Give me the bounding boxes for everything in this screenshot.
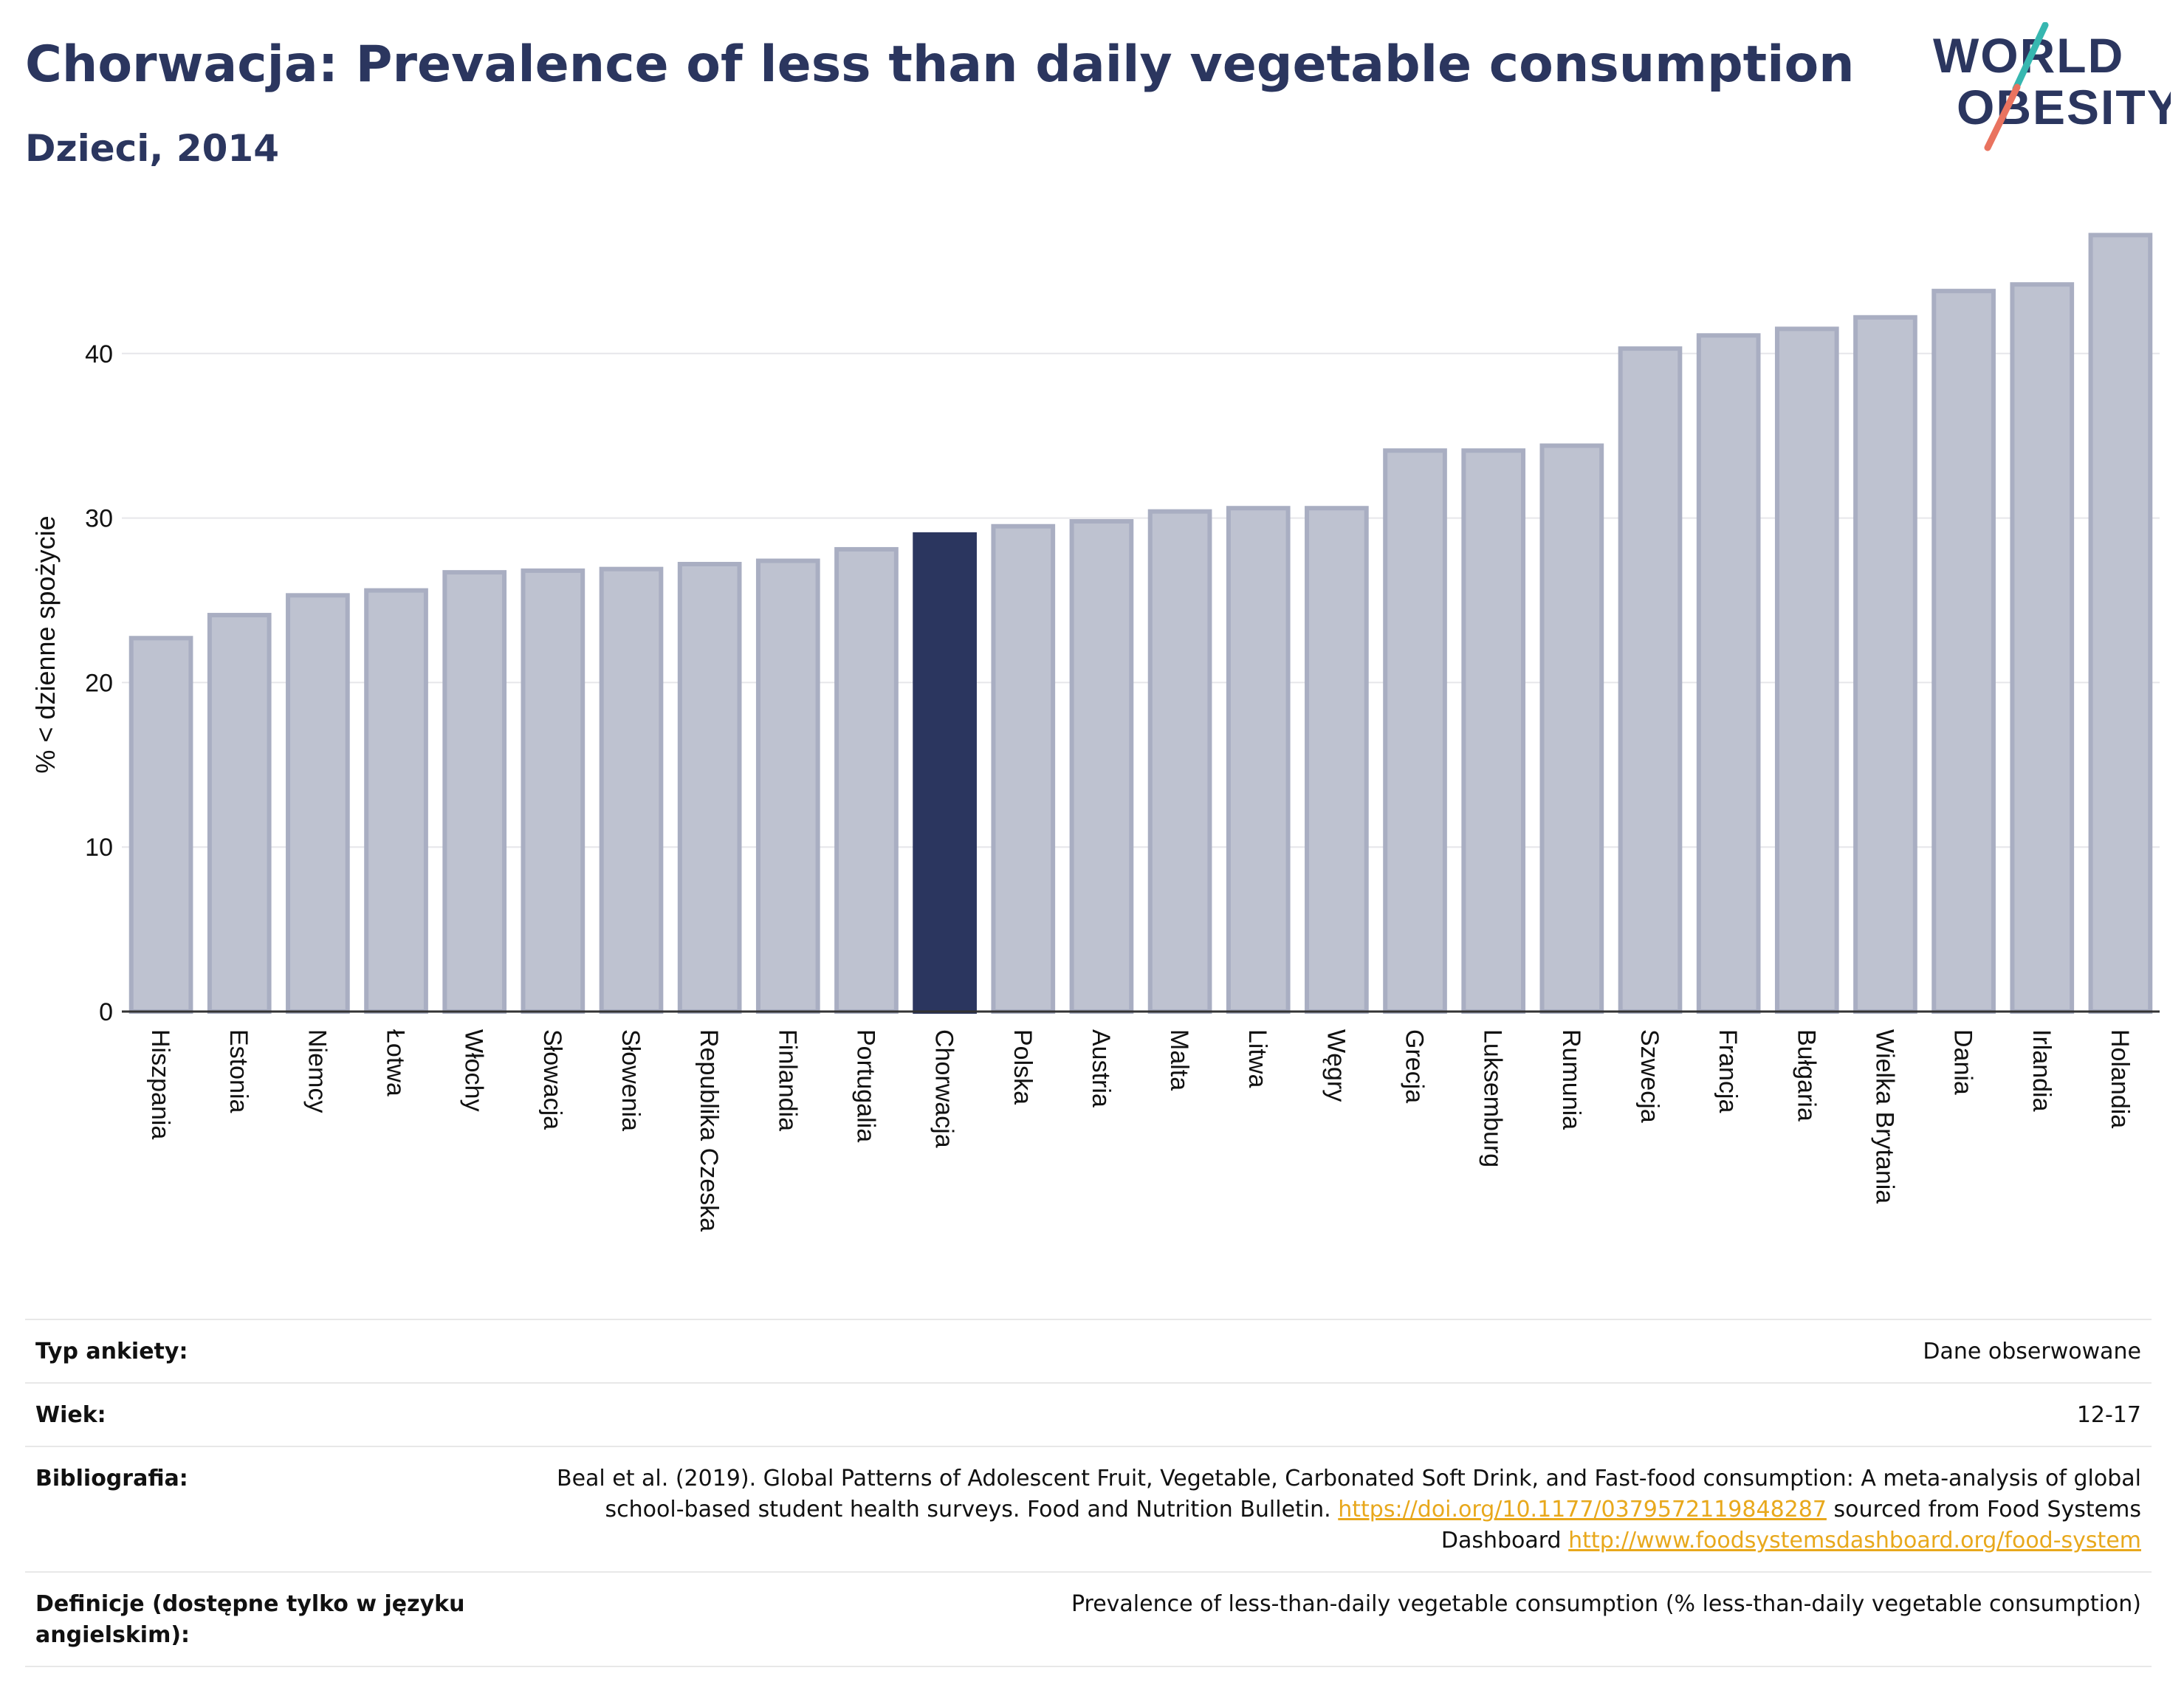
- x-tick-label: Litwa: [1243, 1029, 1271, 1088]
- logo-word-obesity: OBESITY: [1957, 80, 2171, 134]
- bar-portugalia: [834, 546, 899, 1014]
- chart-title: Chorwacja: Prevalence of less than daily…: [25, 35, 1855, 94]
- y-tick-label: 20: [85, 669, 113, 697]
- x-tick-label: Austria: [1087, 1029, 1115, 1108]
- bibliography-text: Beal et al. (2019). Global Patterns of A…: [556, 1466, 2141, 1522]
- x-tick-label: Francja: [1714, 1029, 1742, 1113]
- x-tick-label: Malta: [1165, 1029, 1193, 1091]
- y-tick-label: 40: [85, 340, 113, 368]
- info-row-age: Wiek: 12-17: [25, 1382, 2152, 1446]
- y-tick-label: 30: [85, 505, 113, 533]
- bar-hiszpania: [128, 636, 193, 1014]
- info-value: 12-17: [504, 1382, 2152, 1446]
- bar-republika-czeska: [677, 561, 742, 1014]
- logo-slash-teal: [2012, 22, 2049, 92]
- bar-grecja: [1383, 448, 1447, 1014]
- x-tick-label: Polska: [1009, 1029, 1037, 1105]
- y-axis-ticks: 0 10 20 30 40: [85, 340, 113, 1026]
- bar-polska: [991, 523, 1056, 1014]
- x-tick-label: Słowacja: [538, 1029, 566, 1130]
- food-systems-link[interactable]: http://www.foodsystemsdashboard.org/food…: [1568, 1528, 2141, 1553]
- bar-łotwa: [364, 588, 428, 1014]
- info-label: Bibliografia:: [25, 1446, 504, 1572]
- bar-litwa: [1226, 506, 1291, 1014]
- bar-finlandia: [755, 558, 820, 1014]
- x-tick-label: Bułgaria: [1792, 1029, 1820, 1122]
- bar-luksemburg: [1461, 448, 1526, 1014]
- logo-slash-coral: [1984, 83, 2021, 151]
- x-tick-label: Estonia: [224, 1029, 253, 1113]
- x-tick-label: Holandia: [2106, 1029, 2134, 1128]
- info-row-bibliography: Bibliografia: Beal et al. (2019). Global…: [25, 1446, 2152, 1572]
- info-label: Typ ankiety:: [25, 1319, 504, 1383]
- x-tick-label: Grecja: [1401, 1029, 1429, 1103]
- x-tick-label: Wielka Brytania: [1870, 1029, 1898, 1204]
- x-tick-label: Niemcy: [303, 1029, 331, 1113]
- bar-niemcy: [286, 593, 350, 1014]
- x-axis-labels: Hiszpania Estonia Niemcy Łotwa Włochy Słowacj…: [146, 1029, 2134, 1232]
- bar-francja: [1696, 333, 1761, 1014]
- info-label: Definicje (dostępne tylko w języku angie…: [25, 1571, 504, 1667]
- bars: [128, 233, 2153, 1014]
- bar-rumunia: [1539, 443, 1604, 1014]
- x-tick-label: Luksemburg: [1479, 1029, 1507, 1167]
- bar-słowenia: [599, 566, 664, 1014]
- x-tick-label: Portugalia: [851, 1029, 879, 1142]
- bar-chorwacja: [913, 532, 977, 1014]
- bar-irlandia: [2010, 282, 2075, 1014]
- x-tick-label: Szwecja: [1635, 1029, 1663, 1123]
- bar-malta: [1147, 509, 1212, 1014]
- bar-włochy: [442, 570, 507, 1014]
- bibliography-source-text: sourced from Food Systems Dashboard: [1440, 1497, 2141, 1553]
- x-tick-label: Słowenia: [617, 1029, 645, 1131]
- info-table: Typ ankiety: Dane obserwowane Wiek: 12-1…: [25, 1319, 2152, 1667]
- x-tick-label: Irlandia: [2027, 1029, 2056, 1112]
- x-tick-label: Hiszpania: [146, 1029, 174, 1139]
- bar-holandia: [2088, 233, 2153, 1014]
- info-value: Prevalence of less-than-daily vegetable …: [504, 1571, 2152, 1667]
- bar-bułgaria: [1774, 326, 1839, 1014]
- info-row-survey-type: Typ ankiety: Dane obserwowane: [25, 1319, 2152, 1383]
- bar-słowacja: [521, 568, 586, 1014]
- info-label: Wiek:: [25, 1382, 504, 1446]
- y-tick-label: 10: [85, 834, 113, 862]
- y-tick-label: 0: [99, 998, 113, 1026]
- bar-szwecja: [1618, 346, 1683, 1014]
- bar-dania: [1931, 289, 1996, 1014]
- info-row-definitions: Definicje (dostępne tylko w języku angie…: [25, 1571, 2152, 1667]
- world-obesity-logo: WORLD OBESITY: [1933, 22, 2171, 151]
- bar-wielka-brytania: [1853, 315, 1917, 1014]
- bar-chart: 0 10 20 30 40 Hiszpania Estonia Niemcy Łotwa Wło…: [30, 233, 2160, 1232]
- y-axis-label: % < dzienne spożycie: [30, 515, 61, 773]
- bar-austria: [1069, 519, 1134, 1014]
- x-tick-label: Łotwa: [382, 1029, 410, 1096]
- info-value-bibliography: Beal et al. (2019). Global Patterns of A…: [504, 1446, 2152, 1572]
- x-tick-label: Włochy: [460, 1029, 488, 1111]
- x-tick-label: Republika Czeska: [695, 1029, 723, 1232]
- bar-estonia: [207, 613, 272, 1014]
- x-tick-label: Węgry: [1322, 1029, 1350, 1102]
- info-value: Dane obserwowane: [504, 1319, 2152, 1383]
- x-tick-label: Dania: [1949, 1029, 1977, 1095]
- doi-link[interactable]: https://doi.org/10.1177/0379572119848287: [1338, 1497, 1827, 1522]
- x-tick-label: Finlandia: [773, 1029, 801, 1131]
- x-tick-label: Rumunia: [1557, 1029, 1585, 1130]
- chart-subtitle: Dzieci, 2014: [25, 127, 279, 170]
- bar-węgry: [1305, 506, 1369, 1014]
- x-tick-label: Chorwacja: [930, 1029, 958, 1148]
